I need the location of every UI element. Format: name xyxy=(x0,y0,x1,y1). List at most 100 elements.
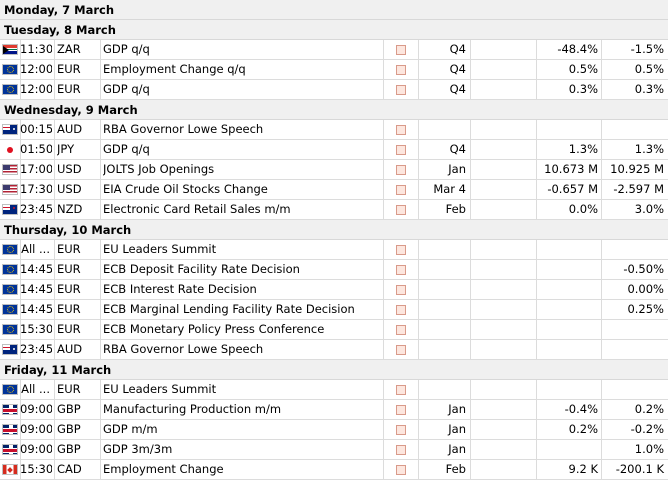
column-divider xyxy=(418,380,419,399)
importance-low-icon[interactable] xyxy=(396,184,406,195)
event-row[interactable]: 15:30 EUR ECB Monetary Policy Press Confer… xyxy=(0,320,668,340)
event-actual xyxy=(536,340,600,359)
day-header[interactable]: Monday, 7 March xyxy=(0,0,668,20)
event-previous: -2.597 M xyxy=(613,182,664,196)
event-period xyxy=(418,380,468,399)
day-header[interactable]: Tuesday, 8 March xyxy=(0,20,668,40)
importance-low-icon[interactable] xyxy=(396,144,406,155)
event-row[interactable]: 09:00 GBP GDP m/m Jan 0.2% -0.2% xyxy=(0,420,668,440)
column-divider xyxy=(470,260,471,279)
event-currency: JPY xyxy=(57,142,75,156)
event-actual: -0.4% xyxy=(564,402,598,416)
event-previous: 0.25% xyxy=(627,302,664,316)
event-currency: EUR xyxy=(57,262,81,276)
importance-low-icon[interactable] xyxy=(396,424,406,435)
column-divider xyxy=(601,400,602,419)
importance-low-icon[interactable] xyxy=(396,84,406,95)
event-name: EU Leaders Summit xyxy=(103,242,217,256)
importance-cell xyxy=(384,160,418,179)
event-previous: 0.3% xyxy=(634,82,664,96)
event-row[interactable]: 12:00 EUR Employment Change q/q Q4 0.5% 0.5% xyxy=(0,60,668,80)
event-name: EU Leaders Summit xyxy=(103,382,217,396)
importance-low-icon[interactable] xyxy=(396,304,406,315)
flag-cell xyxy=(0,460,20,479)
event-row[interactable]: 23:45 NZD Electronic Card Retail Sales m/m… xyxy=(0,200,668,220)
importance-low-icon[interactable] xyxy=(396,204,406,215)
event-actual xyxy=(536,300,600,319)
event-row[interactable]: 23:45 AUD RBA Governor Lowe Speech xyxy=(0,340,668,360)
importance-cell xyxy=(384,280,418,299)
event-time: 14:45 xyxy=(20,262,52,276)
event-row[interactable]: 15:30 CAD Employment Change Feb 9.2 K -200.1 … xyxy=(0,460,668,480)
event-actual xyxy=(536,440,600,459)
event-row[interactable]: 17:30 USD EIA Crude Oil Stocks Change Mar 4… xyxy=(0,180,668,200)
eu-flag-icon xyxy=(2,264,18,275)
column-divider xyxy=(54,340,55,359)
importance-low-icon[interactable] xyxy=(396,324,406,335)
event-row[interactable]: All ... EUR EU Leaders Summit xyxy=(0,380,668,400)
event-previous xyxy=(602,380,666,399)
importance-low-icon[interactable] xyxy=(396,284,406,295)
importance-low-icon[interactable] xyxy=(396,244,406,255)
flag-cell xyxy=(0,320,20,339)
event-actual xyxy=(536,260,600,279)
event-period xyxy=(418,320,468,339)
importance-cell xyxy=(384,260,418,279)
importance-low-icon[interactable] xyxy=(396,344,406,355)
column-divider xyxy=(418,80,419,99)
event-previous: 1.3% xyxy=(634,142,664,156)
event-row[interactable]: 09:00 GBP GDP 3m/3m Jan 1.0% xyxy=(0,440,668,460)
column-divider xyxy=(536,400,537,419)
importance-cell xyxy=(384,400,418,419)
day-header[interactable]: Wednesday, 9 March xyxy=(0,100,668,120)
column-divider xyxy=(418,340,419,359)
importance-low-icon[interactable] xyxy=(396,124,406,135)
flag-cell xyxy=(0,260,20,279)
importance-low-icon[interactable] xyxy=(396,44,406,55)
event-row[interactable]: All ... EUR EU Leaders Summit xyxy=(0,240,668,260)
column-divider xyxy=(383,260,384,279)
event-row[interactable]: 01:50 JPY GDP q/q Q4 1.3% 1.3% xyxy=(0,140,668,160)
importance-low-icon[interactable] xyxy=(396,264,406,275)
event-row[interactable]: 17:00 USD JOLTS Job Openings Jan 10.673 M 10.… xyxy=(0,160,668,180)
importance-low-icon[interactable] xyxy=(396,164,406,175)
event-row[interactable]: 09:00 GBP Manufacturing Production m/m Jan -… xyxy=(0,400,668,420)
event-period xyxy=(418,340,468,359)
gb-flag-icon xyxy=(2,444,18,455)
event-actual xyxy=(536,380,600,399)
eu-flag-icon xyxy=(2,64,18,75)
importance-low-icon[interactable] xyxy=(396,444,406,455)
column-divider xyxy=(601,460,602,479)
column-divider xyxy=(383,200,384,219)
event-currency: GBP xyxy=(57,442,81,456)
importance-low-icon[interactable] xyxy=(396,464,406,475)
column-divider xyxy=(54,180,55,199)
event-actual: 1.3% xyxy=(568,142,598,156)
column-divider xyxy=(601,440,602,459)
event-name: Employment Change q/q xyxy=(103,62,246,76)
event-row[interactable]: 14:45 EUR ECB Deposit Facility Rate Decisi… xyxy=(0,260,668,280)
column-divider xyxy=(601,80,602,99)
event-previous: 1.0% xyxy=(634,442,664,456)
event-row[interactable]: 12:00 EUR GDP q/q Q4 0.3% 0.3% xyxy=(0,80,668,100)
day-header[interactable]: Friday, 11 March xyxy=(0,360,668,380)
event-row[interactable]: 00:15 AUD RBA Governor Lowe Speech xyxy=(0,120,668,140)
importance-low-icon[interactable] xyxy=(396,64,406,75)
event-row[interactable]: 14:45 EUR ECB Marginal Lending Facility Ra… xyxy=(0,300,668,320)
column-divider xyxy=(54,60,55,79)
event-actual xyxy=(536,240,600,259)
importance-low-icon[interactable] xyxy=(396,384,406,395)
column-divider xyxy=(54,120,55,139)
event-row[interactable]: 11:30 ZAR GDP q/q Q4 -48.4% -1.5% xyxy=(0,40,668,60)
importance-cell xyxy=(384,420,418,439)
event-previous xyxy=(602,340,666,359)
gb-flag-icon xyxy=(2,404,18,415)
column-divider xyxy=(536,260,537,279)
importance-low-icon[interactable] xyxy=(396,404,406,415)
column-divider xyxy=(418,40,419,59)
event-name: RBA Governor Lowe Speech xyxy=(103,342,264,356)
column-divider xyxy=(536,80,537,99)
day-header[interactable]: Thursday, 10 March xyxy=(0,220,668,240)
event-row[interactable]: 14:45 EUR ECB Interest Rate Decision 0.00% xyxy=(0,280,668,300)
column-divider xyxy=(470,60,471,79)
